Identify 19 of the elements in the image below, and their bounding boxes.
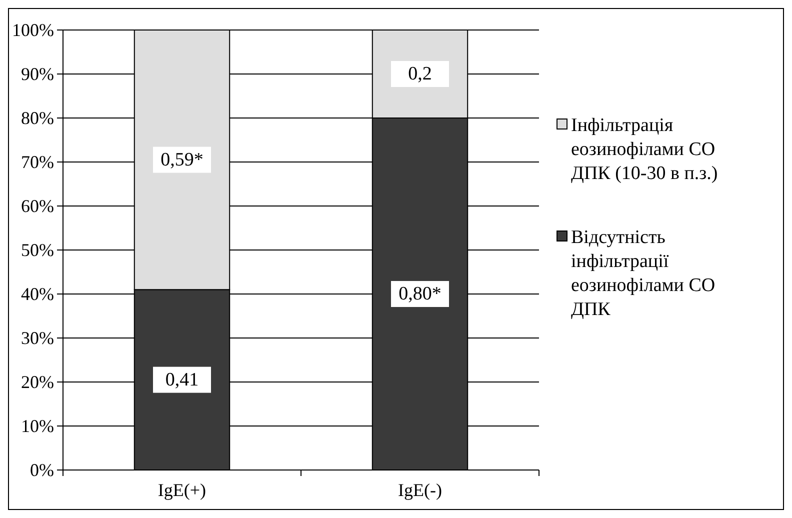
data-label: 0,2 bbox=[408, 64, 432, 84]
y-tick-label: 30% bbox=[21, 328, 54, 348]
data-label: 0,80* bbox=[398, 284, 442, 304]
legend-label: Інфільтрація еозинофілами СО ДПК (10-30 в п.з.) bbox=[571, 114, 718, 184]
y-tick-label: 60% bbox=[21, 196, 54, 216]
y-tick-label: 80% bbox=[21, 108, 54, 128]
y-tick-label: 90% bbox=[21, 64, 54, 84]
y-tick-label: 70% bbox=[21, 152, 54, 172]
y-tick-label: 0% bbox=[30, 460, 54, 480]
y-tick-label: 50% bbox=[21, 240, 54, 260]
x-tick-label: IgE(+) bbox=[158, 480, 206, 500]
y-tick-label: 40% bbox=[21, 284, 54, 304]
x-tick-label: IgE(-) bbox=[398, 480, 442, 500]
data-label: 0,59* bbox=[160, 149, 204, 170]
y-tick-label: 100% bbox=[12, 20, 54, 40]
y-tick-label: 20% bbox=[21, 372, 54, 392]
data-label: 0,41 bbox=[165, 369, 199, 390]
legend-label: Відсутність інфільтрації еозинофілами СО ДПК bbox=[571, 226, 716, 320]
y-tick-label: 10% bbox=[21, 416, 54, 436]
